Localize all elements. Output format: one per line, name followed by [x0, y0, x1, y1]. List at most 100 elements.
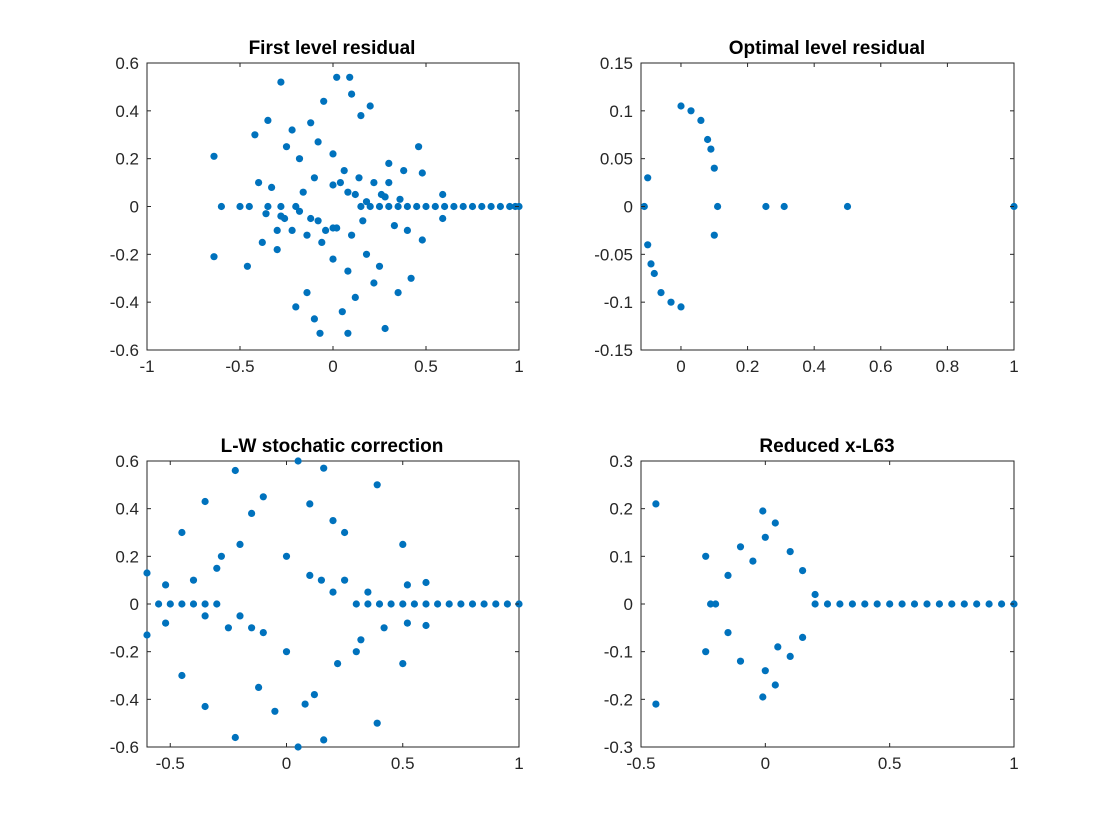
subplot-2-title: Optimal level residual	[729, 38, 925, 59]
data-point	[282, 143, 291, 151]
data-point	[344, 329, 352, 337]
y-tick-label: 0.4	[115, 500, 139, 519]
x-tick-label: 1	[514, 357, 523, 376]
data-point	[370, 279, 378, 287]
data-point	[370, 179, 378, 187]
y-tick-label: 0	[624, 198, 633, 217]
data-point	[762, 202, 770, 211]
subplot-3: L-W stochatic correction -0.5 0 0.5 1 -0.6 -0…	[110, 436, 524, 773]
data-point	[422, 600, 430, 608]
y-tick-label: 0.1	[609, 547, 633, 566]
data-point	[400, 167, 408, 175]
data-point	[410, 600, 418, 608]
data-point	[399, 600, 407, 608]
data-point	[236, 612, 244, 620]
x-tick-label: 1	[1009, 754, 1018, 773]
data-point	[344, 267, 352, 275]
data-point	[736, 543, 745, 551]
data-point	[273, 246, 281, 254]
data-point	[359, 217, 367, 225]
data-point	[373, 719, 381, 727]
data-point	[338, 308, 346, 316]
data-point	[333, 224, 341, 232]
y-tick-label: 0	[624, 595, 633, 614]
data-point	[387, 600, 395, 608]
data-point	[799, 633, 807, 642]
y-tick-label: -0.4	[110, 690, 139, 709]
data-point	[998, 600, 1006, 608]
data-point	[307, 214, 315, 223]
data-point	[390, 222, 398, 230]
subplot-2: Optimal level residual 0 0.2 0.4 0.6 0.8 1 -0.…	[594, 38, 1018, 376]
data-point	[264, 202, 272, 211]
data-point	[385, 159, 393, 167]
data-point	[761, 667, 769, 675]
data-point	[403, 581, 411, 589]
data-point	[480, 600, 488, 608]
data-point	[295, 207, 304, 215]
x-tick-label: 0.5	[414, 357, 438, 376]
data-point	[231, 733, 239, 742]
data-point	[341, 576, 349, 584]
x-tick-label: -0.5	[156, 754, 185, 773]
data-point	[277, 202, 285, 211]
data-point	[459, 202, 467, 211]
data-point	[478, 202, 486, 211]
data-point	[496, 202, 504, 211]
data-point	[248, 624, 256, 632]
data-point	[759, 507, 767, 515]
y-tick-label: 0.3	[609, 452, 633, 471]
data-point	[771, 681, 779, 689]
y-tick-label: -0.4	[110, 293, 139, 312]
x-tick-label: 0.5	[391, 754, 415, 773]
data-point	[217, 202, 225, 211]
data-point	[697, 116, 705, 124]
data-point	[373, 481, 381, 489]
data-point	[268, 183, 276, 191]
x-tick-label: -0.5	[626, 754, 655, 773]
y-tick-label: 0	[130, 595, 139, 614]
data-point	[348, 90, 356, 98]
data-point	[786, 548, 794, 556]
data-point	[264, 116, 272, 124]
data-point	[506, 202, 514, 211]
data-point	[364, 588, 372, 596]
data-point	[329, 255, 337, 263]
y-tick-label: 0.2	[115, 547, 139, 566]
data-point	[848, 600, 857, 608]
y-tick-label: 0.4	[115, 102, 139, 121]
data-point	[348, 231, 356, 239]
subplot-4-title: Reduced x-L63	[759, 436, 894, 457]
x-tick-label: 0	[761, 754, 770, 773]
y-tick-label: -0.1	[604, 293, 633, 312]
data-point	[375, 600, 384, 608]
data-point	[407, 274, 415, 282]
data-point	[294, 457, 302, 465]
data-point	[201, 702, 209, 711]
data-point	[657, 289, 665, 297]
data-point	[923, 600, 931, 608]
data-point	[201, 600, 209, 608]
x-tick-label: 0.5	[878, 754, 902, 773]
data-point	[399, 660, 407, 668]
data-point	[236, 540, 244, 549]
data-point	[333, 73, 341, 81]
data-point	[329, 588, 337, 596]
data-point	[245, 202, 253, 211]
data-point	[352, 648, 360, 656]
subplot-2-axes-box	[640, 62, 1015, 351]
data-point	[439, 214, 447, 223]
data-point	[492, 600, 500, 608]
data-point	[281, 214, 289, 223]
y-tick-label: 0.05	[600, 150, 633, 169]
x-tick-label: 1	[514, 754, 523, 773]
data-point	[652, 500, 660, 508]
y-tick-label: 0.6	[115, 452, 139, 471]
y-tick-label: -0.05	[594, 245, 633, 264]
data-point	[667, 298, 675, 306]
data-point	[231, 466, 239, 475]
data-point	[886, 600, 894, 608]
data-point	[248, 509, 256, 517]
x-tick-label: 0	[328, 357, 337, 376]
data-point	[415, 143, 423, 151]
